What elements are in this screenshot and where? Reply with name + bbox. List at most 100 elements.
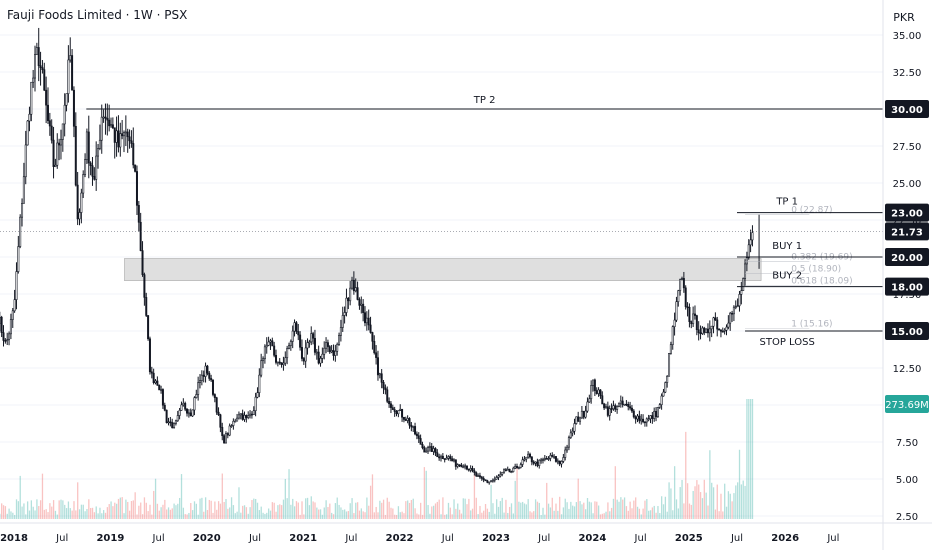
volume-bar [230,497,233,519]
volume-bar [104,512,107,519]
volume-bar [694,486,696,519]
candle-body [24,144,27,178]
volume-bar [414,508,416,519]
volume-bar [62,500,64,519]
level-label: STOP LOSS [760,337,815,348]
volume-bar [627,510,629,519]
volume-bar [17,501,20,519]
candle-body [697,329,700,334]
currency-button[interactable]: PKR [893,10,915,24]
candle-body [302,358,305,362]
candle-body [339,327,342,336]
volume-bar [555,503,557,519]
candle-body [558,460,561,465]
volume-bar [184,514,186,519]
volume-bar [523,503,526,519]
candle-body [100,116,103,141]
candle-body [740,290,743,295]
volume-bar [334,503,337,519]
volume-bar [153,490,155,519]
volume-bar [659,513,661,519]
volume-bar [145,502,147,519]
volume-bar [648,510,650,519]
candle-body [4,340,7,342]
candle-body [313,337,316,353]
volume-bar [206,510,209,519]
volume-bar [737,482,739,519]
volume-bar [507,512,509,519]
y-tick-label: 5.00 [896,475,918,486]
candle-body [280,362,283,365]
candle-body [389,403,392,408]
candle-body [356,287,359,300]
volume-bar [67,501,70,519]
candle-body [732,306,735,315]
volume-bar [332,514,335,519]
x-tick-label: 2019 [96,533,124,544]
volume-bar [179,497,181,519]
candle-body [202,374,205,377]
volume-bar [405,501,407,519]
volume-bar [662,504,665,519]
candle-body [371,332,374,342]
candle-body [716,319,719,330]
candle-body [569,432,572,438]
candle-body [45,89,48,106]
candle-body [599,389,602,397]
volume-bar [134,492,136,519]
candle-body [601,395,604,405]
candle-body [224,433,227,444]
candle-body [247,415,250,418]
candle-body [130,140,133,144]
volume-bar [646,499,648,519]
volume-bar [729,493,731,519]
candle-body [662,391,665,397]
volume-bar [308,505,311,519]
volume-bar [99,507,101,519]
candle-body [43,69,46,91]
candle-body [465,465,468,470]
candle-body [46,104,49,121]
candle-body [35,47,38,55]
volume-bar [655,512,657,519]
candle-body [736,305,739,308]
volume-bar [253,498,255,519]
volume-bar [140,502,142,519]
candle-body [603,403,606,409]
candle-body [582,410,585,418]
candle-body [475,472,478,477]
volume-bar [106,507,109,519]
candle-body [719,329,722,332]
candle-body [134,164,137,172]
volume-bar [345,511,348,519]
candle-body [336,344,339,352]
volume-bar [636,506,639,519]
volume-bar [431,506,433,519]
volume-bar [43,509,45,519]
volume-bar [722,511,724,519]
candle-body [176,415,179,422]
volume-bar [421,514,424,519]
volume-bar [91,507,94,519]
volume-bar [386,497,388,519]
candle-body [554,456,557,462]
y-tick-label: 7.50 [896,438,918,449]
candle-body [278,361,281,364]
candle-body [189,412,192,417]
volume-bar [325,500,327,519]
candle-body [22,176,25,204]
volume-bar [701,498,704,519]
volume-bar [751,399,754,519]
volume-bar [349,503,351,519]
candle-body [104,116,107,119]
volume-bar [275,511,277,519]
candle-body [126,131,129,138]
candle-body [449,456,452,460]
volume-bar [80,504,83,519]
volume-bar [420,502,422,519]
candle-body [482,478,485,480]
candle-body [160,389,163,391]
volume-bar [740,484,743,519]
candle-body [592,379,595,386]
